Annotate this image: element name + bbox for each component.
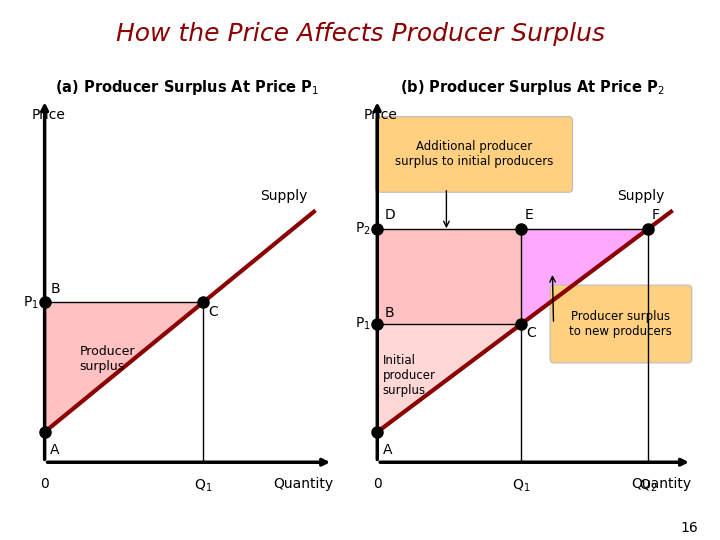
Text: Q$_1$: Q$_1$ (512, 477, 531, 494)
Text: E: E (525, 208, 534, 222)
Text: P$_1$: P$_1$ (22, 294, 38, 310)
Text: P$_2$: P$_2$ (355, 221, 370, 237)
Text: Price: Price (364, 108, 397, 122)
Text: Quantity: Quantity (273, 477, 333, 491)
Text: 0: 0 (40, 477, 49, 491)
Polygon shape (377, 229, 521, 324)
Polygon shape (521, 229, 648, 324)
FancyBboxPatch shape (550, 285, 692, 363)
Text: 0: 0 (373, 477, 382, 491)
Text: B: B (51, 282, 60, 296)
Text: C: C (208, 305, 217, 319)
Text: A: A (382, 443, 392, 457)
Text: How the Price Affects Producer Surplus: How the Price Affects Producer Surplus (115, 22, 605, 45)
Text: B: B (384, 306, 394, 320)
Text: Q$_2$: Q$_2$ (639, 477, 657, 494)
Text: Quantity: Quantity (631, 477, 692, 491)
Text: (a) Producer Surplus At Price P$_1$: (a) Producer Surplus At Price P$_1$ (55, 78, 320, 97)
Polygon shape (45, 302, 203, 432)
Polygon shape (377, 324, 521, 432)
Text: F: F (652, 208, 660, 222)
FancyBboxPatch shape (376, 117, 572, 192)
Text: 16: 16 (680, 521, 698, 535)
Text: Initial
producer
surplus: Initial producer surplus (382, 354, 436, 397)
Text: Supply: Supply (260, 189, 307, 203)
Text: Q$_1$: Q$_1$ (194, 477, 212, 494)
Text: Supply: Supply (617, 189, 664, 203)
Text: Price: Price (32, 108, 66, 122)
Text: D: D (384, 208, 395, 222)
Text: A: A (50, 443, 59, 457)
Text: Producer surplus
to new producers: Producer surplus to new producers (570, 310, 672, 338)
Text: Producer
surplus: Producer surplus (79, 345, 135, 373)
Text: Additional producer
surplus to initial producers: Additional producer surplus to initial p… (395, 140, 553, 168)
Text: C: C (526, 326, 536, 340)
Text: P$_1$: P$_1$ (355, 316, 370, 332)
Text: (b) Producer Surplus At Price P$_2$: (b) Producer Surplus At Price P$_2$ (400, 78, 665, 97)
